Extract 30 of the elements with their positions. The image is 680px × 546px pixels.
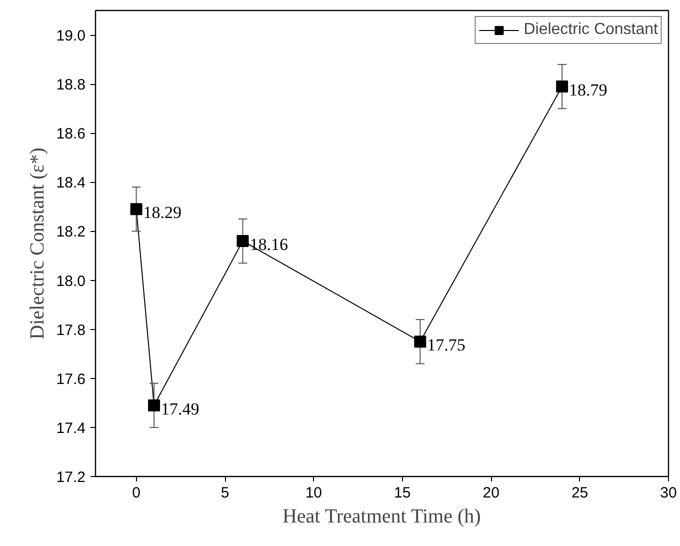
data-label: 18.29 xyxy=(143,203,182,222)
data-label: 17.75 xyxy=(427,336,466,355)
y-tick-label: 17.8 xyxy=(56,322,86,339)
y-tick-label: 17.6 xyxy=(56,370,86,388)
x-tick-label: 20 xyxy=(482,484,500,502)
y-tick-label: 18.4 xyxy=(56,174,86,192)
y-tick-label: 19.0 xyxy=(56,28,86,45)
y-tick-label: 17.4 xyxy=(56,420,86,437)
y-axis-title: Dielectric Constant (ε*) xyxy=(26,148,48,340)
y-tick-label: 17.2 xyxy=(56,469,86,486)
point xyxy=(556,80,568,93)
data-label: 17.49 xyxy=(161,399,200,418)
y-tick-label: 18.2 xyxy=(56,224,86,241)
point xyxy=(148,399,160,412)
x-tick-label: 5 xyxy=(220,484,230,502)
x-tick-label: 30 xyxy=(660,484,677,502)
x-tick-label: 10 xyxy=(305,484,322,502)
point xyxy=(236,235,249,248)
x-tick-label: 15 xyxy=(394,484,411,502)
x-tick-label: 25 xyxy=(571,484,588,502)
y-tick-label: 18.8 xyxy=(56,76,86,94)
point xyxy=(414,336,426,348)
x-tick-label: 0 xyxy=(132,484,140,502)
point xyxy=(130,203,142,216)
legend-label: Dielectric Constant xyxy=(524,21,658,39)
y-tick-label: 18.0 xyxy=(56,272,86,290)
x-axis-title: Heat Treatment Time (h) xyxy=(282,506,481,528)
data-label: 18.16 xyxy=(250,235,288,254)
data-label: 18.79 xyxy=(569,80,608,100)
y-tick-label: 18.6 xyxy=(56,126,86,143)
